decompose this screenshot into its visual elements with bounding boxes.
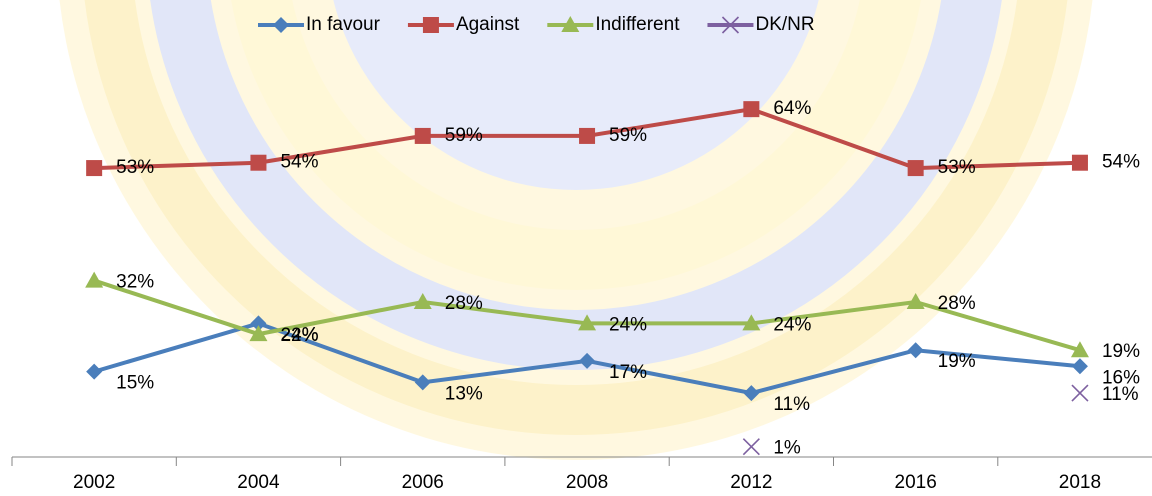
x-tick-label: 2006 <box>402 472 444 493</box>
x-tick-label: 2002 <box>73 472 115 493</box>
x-tick-label: 2004 <box>237 472 280 493</box>
marker <box>908 160 924 176</box>
chart: 2002 2004 2006 2008 2012 2016 2018 15% 24% 13% 17%… <box>0 0 1152 496</box>
data-label: 19% <box>938 351 976 372</box>
data-label: 13% <box>445 383 483 404</box>
data-label: 1% <box>773 438 801 459</box>
legend-label: DK/NR <box>755 14 814 35</box>
data-label: 24% <box>773 314 811 335</box>
data-label: 28% <box>938 293 976 314</box>
legend-label: Against <box>456 14 520 35</box>
watermark <box>56 0 1096 460</box>
data-label: 11% <box>1102 384 1139 405</box>
data-label: 28% <box>445 293 483 314</box>
marker <box>1072 358 1088 374</box>
data-label: 17% <box>609 362 647 383</box>
x-tick-label: 2008 <box>566 472 608 493</box>
data-label: 15% <box>116 373 154 394</box>
data-label: 22% <box>280 325 318 346</box>
marker <box>86 364 102 380</box>
marker <box>1072 155 1088 171</box>
data-label: 59% <box>609 125 647 146</box>
x-tick-label: 2018 <box>1059 472 1101 493</box>
data-label: 64% <box>773 98 811 119</box>
marker <box>86 160 102 176</box>
marker <box>743 439 759 455</box>
marker <box>423 17 439 33</box>
data-label: 11% <box>773 394 810 415</box>
marker <box>415 128 431 144</box>
data-label: 59% <box>445 125 483 146</box>
data-label: 54% <box>280 152 318 173</box>
marker <box>743 101 759 117</box>
marker <box>250 155 266 171</box>
data-label: 54% <box>1102 152 1140 173</box>
data-label: 19% <box>1102 341 1140 362</box>
x-tick-label: 2012 <box>730 472 772 493</box>
data-label: 32% <box>116 272 154 293</box>
legend-label: In favour <box>306 14 381 35</box>
data-label: 24% <box>609 314 647 335</box>
marker <box>85 272 103 288</box>
marker <box>1072 385 1088 401</box>
marker <box>908 342 924 358</box>
legend-label: Indifferent <box>595 14 680 35</box>
data-label: 53% <box>116 157 154 178</box>
marker <box>579 128 595 144</box>
data-label: 53% <box>938 157 976 178</box>
x-tick-label: 2016 <box>895 472 937 493</box>
